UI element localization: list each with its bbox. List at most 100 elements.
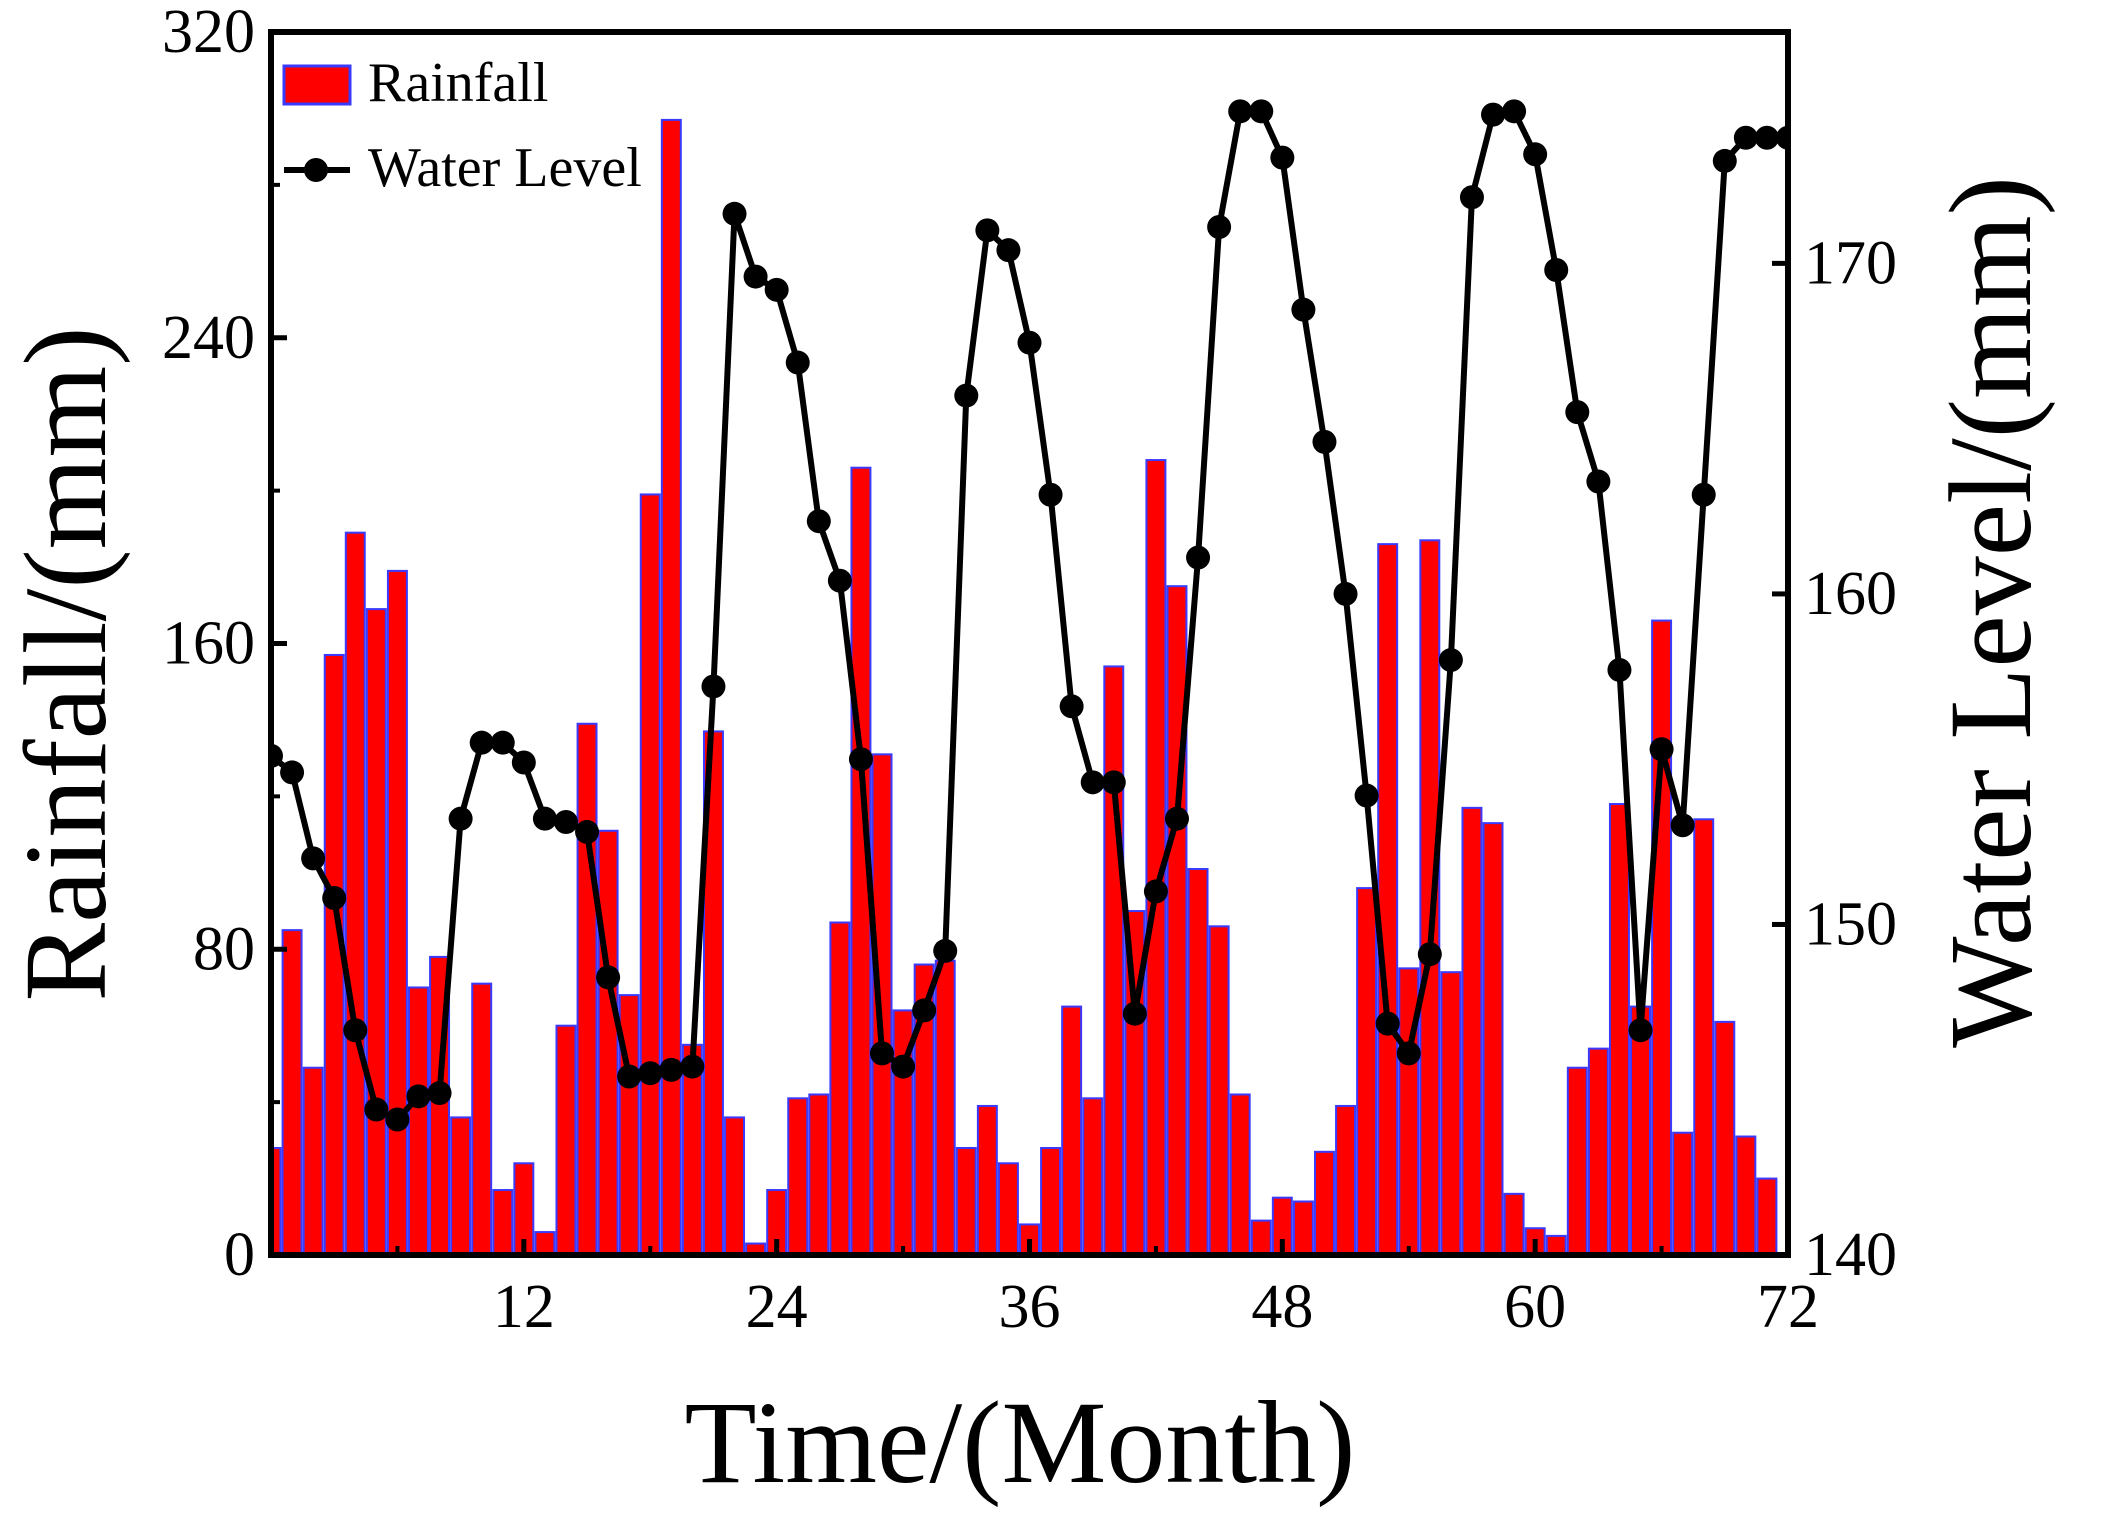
water-level-point bbox=[1712, 148, 1737, 173]
water-level-point bbox=[1017, 330, 1042, 355]
rainfall-bar bbox=[1103, 665, 1125, 1255]
water-level-point bbox=[975, 218, 1000, 243]
x-tick-label: 12 bbox=[493, 1273, 555, 1341]
x-tick-label: 72 bbox=[1757, 1273, 1819, 1341]
water-level-point bbox=[469, 730, 494, 755]
rainfall-bar bbox=[597, 829, 619, 1255]
legend-water-level-marker bbox=[304, 158, 328, 182]
water-level-point bbox=[406, 1084, 431, 1109]
rainfall-bar bbox=[1756, 1177, 1778, 1255]
water-level-point bbox=[996, 238, 1021, 263]
x-tick-label: 36 bbox=[999, 1273, 1061, 1341]
water-level-point bbox=[1649, 737, 1674, 762]
rainfall-bar bbox=[1608, 803, 1630, 1255]
rainfall-bar bbox=[1587, 1047, 1609, 1255]
water-level-point bbox=[680, 1054, 705, 1079]
water-level-point bbox=[1691, 482, 1716, 507]
water-level-point bbox=[1396, 1041, 1421, 1066]
rainfall-bar bbox=[997, 1162, 1019, 1255]
x-tick-label: 24 bbox=[746, 1273, 808, 1341]
water-level-point bbox=[511, 750, 536, 775]
y-left-axis-title: Rainfall/(mm) bbox=[0, 326, 131, 1001]
water-level-point bbox=[1607, 657, 1632, 682]
rainfall-bar bbox=[1672, 1131, 1694, 1255]
water-level-point bbox=[891, 1054, 916, 1079]
rainfall-bar bbox=[1166, 585, 1188, 1255]
water-level-point bbox=[870, 1041, 895, 1066]
water-level-point bbox=[490, 730, 515, 755]
water-level-point bbox=[659, 1057, 684, 1082]
water-level-point bbox=[1186, 545, 1211, 570]
x-axis-title: Time/(Month) bbox=[685, 1377, 1356, 1508]
water-level-point bbox=[701, 674, 726, 699]
water-level-point bbox=[596, 965, 621, 990]
rainfall-bar bbox=[1356, 887, 1378, 1255]
water-level-point bbox=[1628, 1018, 1653, 1043]
water-level-point bbox=[1459, 185, 1484, 210]
water-level-point bbox=[448, 806, 473, 831]
rainfall-bar bbox=[1693, 818, 1715, 1255]
water-level-point bbox=[1101, 770, 1126, 795]
water-level-point bbox=[954, 383, 979, 408]
legend-water-level-label: Water Level bbox=[368, 137, 642, 199]
legend-rainfall-swatch bbox=[282, 64, 352, 106]
water-level-point bbox=[1333, 581, 1358, 606]
water-level-point bbox=[1544, 257, 1569, 282]
water-level-point bbox=[1228, 99, 1253, 124]
water-level-point bbox=[280, 760, 305, 785]
y-left-tick-label: 160 bbox=[162, 610, 255, 678]
water-level-point bbox=[301, 846, 326, 871]
y-right-tick-label: 160 bbox=[1804, 560, 1897, 628]
tick-labels: 0 80 160 240 320 140 150 160 170 12 24 36 48 60 72 bbox=[162, 0, 1897, 1341]
water-level-point bbox=[322, 886, 347, 911]
rainfall-bar bbox=[450, 1116, 472, 1255]
water-level-point bbox=[785, 350, 810, 375]
rainfall-bar bbox=[408, 986, 429, 1255]
water-level-point bbox=[1481, 102, 1506, 127]
rainfall-bar bbox=[1482, 822, 1504, 1255]
rainfall-bar bbox=[555, 1024, 577, 1255]
water-level-point bbox=[553, 809, 578, 834]
legend-rainfall-label: Rainfall bbox=[368, 52, 548, 114]
water-level-point bbox=[1249, 99, 1274, 124]
rainfall-bar bbox=[1377, 543, 1399, 1255]
water-level-line-layer bbox=[271, 99, 1788, 1132]
water-level-point bbox=[1354, 783, 1379, 808]
rainfall-bar bbox=[1735, 1135, 1757, 1255]
water-level-point bbox=[385, 1107, 410, 1132]
water-level-point bbox=[427, 1081, 452, 1106]
rainfall-bar bbox=[1229, 1093, 1251, 1255]
rainfall-bar bbox=[1187, 867, 1209, 1255]
water-level-point bbox=[532, 806, 557, 831]
rainfall-bar bbox=[534, 1231, 556, 1255]
water-level-point bbox=[1207, 215, 1232, 240]
rainfall-bar bbox=[492, 1189, 514, 1255]
x-tick-label: 60 bbox=[1504, 1273, 1566, 1341]
x-tick-label: 48 bbox=[1251, 1273, 1313, 1341]
water-level-point bbox=[912, 998, 937, 1023]
y-right-axis-title: Water Level/(mm) bbox=[1925, 176, 2056, 1048]
y-right-tick-label: 170 bbox=[1804, 229, 1897, 297]
rainfall-bar bbox=[808, 1093, 830, 1255]
rainfall-bar bbox=[1313, 1150, 1335, 1255]
axes bbox=[268, 29, 1791, 1258]
rainfall-bar bbox=[660, 118, 682, 1255]
y-left-tick-label: 320 bbox=[162, 0, 255, 66]
legend: Rainfall Water Level bbox=[282, 52, 642, 199]
rainfall-bar bbox=[829, 921, 851, 1255]
y-left-tick-label: 0 bbox=[224, 1221, 255, 1289]
y-right-tick-label: 140 bbox=[1804, 1221, 1897, 1289]
water-level-point bbox=[617, 1064, 642, 1089]
rainfall-bar bbox=[1461, 806, 1483, 1255]
y-right-tick-label: 150 bbox=[1804, 890, 1897, 958]
rainfall-bar bbox=[1630, 1005, 1651, 1255]
rainfall-bar bbox=[386, 569, 408, 1255]
y-left-tick-label: 240 bbox=[162, 304, 255, 372]
rainfall-bar bbox=[1145, 459, 1167, 1255]
rainfall-bar bbox=[471, 982, 493, 1255]
water-level-point bbox=[1523, 142, 1548, 167]
water-level-point bbox=[1586, 469, 1611, 494]
rainfall-bar bbox=[787, 1097, 809, 1255]
water-level-point bbox=[1754, 125, 1779, 150]
rainfall-bar bbox=[745, 1242, 767, 1255]
